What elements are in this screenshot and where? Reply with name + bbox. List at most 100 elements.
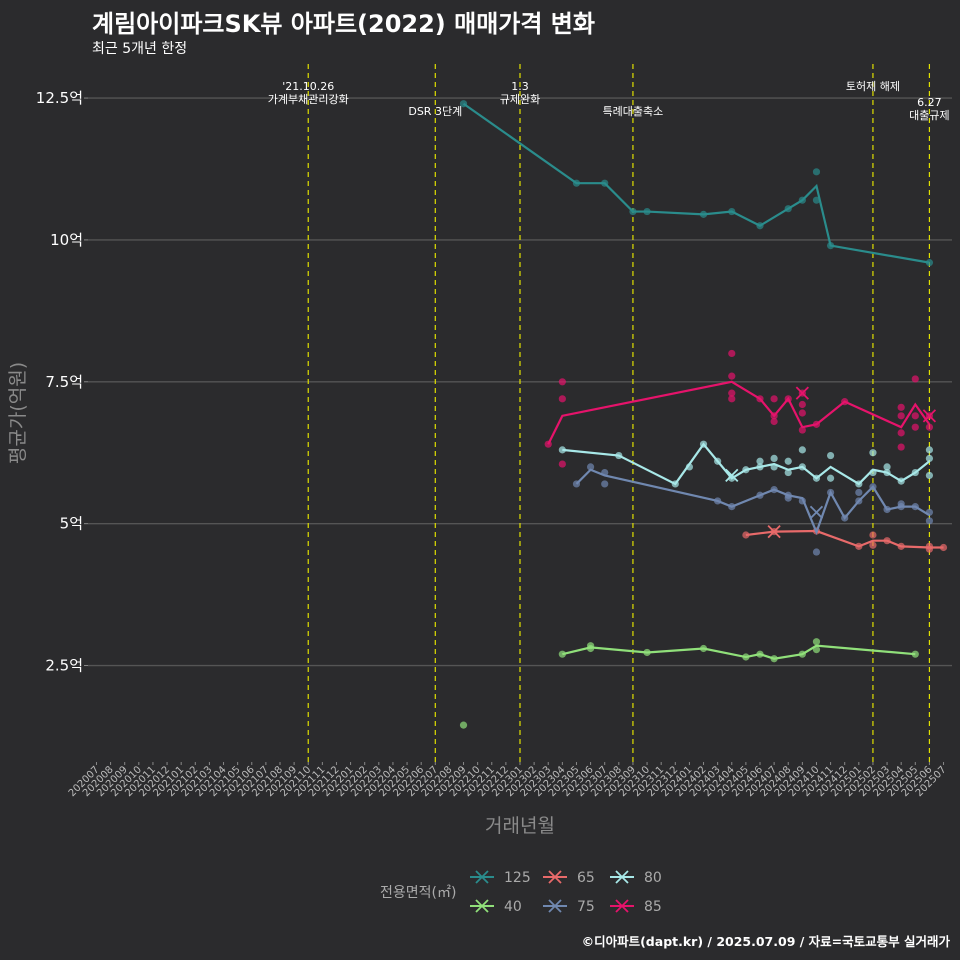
data-point-85 xyxy=(897,443,905,451)
data-point-80 xyxy=(699,440,708,448)
data-point-75 xyxy=(911,503,919,511)
legend-key-marker xyxy=(615,870,629,884)
data-point-85 xyxy=(798,409,806,417)
data-point-125 xyxy=(643,207,651,216)
data-point-40 xyxy=(770,655,778,663)
cancel-marker-85 xyxy=(922,409,937,423)
chart-subtitle: 최근 5개년 한정 xyxy=(92,41,188,57)
data-point-80 xyxy=(784,457,792,465)
data-point-80 xyxy=(558,446,566,454)
legend-label: 65 xyxy=(577,870,595,886)
data-point-80 xyxy=(798,463,806,471)
data-point-85 xyxy=(728,395,736,403)
series-line-40 xyxy=(562,644,916,660)
data-point-80 xyxy=(685,463,694,471)
data-point-40 xyxy=(911,650,919,658)
data-point-80 xyxy=(784,468,792,477)
data-point-80 xyxy=(883,463,891,471)
data-point-125 xyxy=(756,222,764,230)
legend-key-marker xyxy=(615,899,629,913)
series-line-125 xyxy=(462,102,930,264)
data-point-65 xyxy=(897,542,905,550)
data-point-40 xyxy=(558,650,566,658)
data-point-80 xyxy=(756,463,764,471)
data-point-75 xyxy=(883,505,891,514)
data-point-80 xyxy=(925,471,934,480)
data-point-40 xyxy=(756,650,764,658)
data-point-40 xyxy=(699,644,708,653)
legend-key-marker xyxy=(475,899,489,913)
data-point-80 xyxy=(714,457,722,465)
data-point-75 xyxy=(756,491,764,499)
legend-key-marker xyxy=(475,870,489,884)
data-point-80 xyxy=(911,468,919,477)
data-point-40 xyxy=(742,653,750,661)
data-point-125 xyxy=(798,196,806,204)
data-point-75 xyxy=(728,503,736,511)
data-point-125 xyxy=(459,100,468,108)
data-point-80 xyxy=(855,480,863,488)
y-axis-title: 평균가(억원) xyxy=(7,362,29,464)
data-point-80 xyxy=(756,457,764,465)
event-annotation: 대출규제 xyxy=(909,109,949,122)
data-point-80 xyxy=(869,468,877,477)
cancel-marker-65 xyxy=(767,524,781,539)
data-point-80 xyxy=(897,477,905,485)
data-point-125 xyxy=(601,179,609,187)
data-point-75 xyxy=(855,497,863,505)
data-point-85 xyxy=(798,426,806,434)
data-point-80 xyxy=(812,474,821,482)
data-point-75 xyxy=(770,486,778,494)
event-annotation: '21.10.26 xyxy=(282,80,334,93)
cancel-marker-85 xyxy=(795,386,809,400)
series-line-85 xyxy=(547,380,931,445)
data-point-75 xyxy=(798,497,806,505)
data-point-80 xyxy=(615,451,623,460)
data-point-65 xyxy=(925,545,934,553)
data-point-125 xyxy=(572,179,581,187)
legend-label: 75 xyxy=(577,899,595,915)
data-point-85 xyxy=(728,349,736,358)
data-point-85 xyxy=(897,412,905,420)
series-line-65 xyxy=(745,529,944,549)
data-point-65 xyxy=(855,542,863,550)
data-point-85 xyxy=(911,423,919,431)
data-point-75 xyxy=(586,463,595,471)
y-tick-label: 12.5억 xyxy=(36,89,83,107)
data-point-85 xyxy=(558,395,566,403)
data-point-85 xyxy=(897,403,905,411)
data-point-125 xyxy=(629,207,637,216)
y-tick-label: 2.5억 xyxy=(45,657,83,675)
legend-title: 전용면적(㎡) xyxy=(380,885,456,901)
source-caption: ©디아파트(dapt.kr) / 2025.07.09 / 자료=국토교통부 실… xyxy=(581,934,950,949)
data-point-80 xyxy=(798,446,806,454)
event-annotation: DSR 3단계 xyxy=(408,105,462,118)
data-point-85 xyxy=(770,417,778,426)
data-point-85 xyxy=(925,423,934,431)
x-axis-title: 거래년월 xyxy=(485,815,555,837)
y-tick-label: 10억 xyxy=(50,231,83,249)
legend-label: 80 xyxy=(644,870,662,886)
data-point-125 xyxy=(699,210,708,218)
data-point-85 xyxy=(911,412,919,420)
data-point-80 xyxy=(770,463,778,471)
data-point-80 xyxy=(869,449,877,457)
cancel-marker-80 xyxy=(725,468,739,483)
data-point-40 xyxy=(643,648,651,657)
event-annotation: 6.27 xyxy=(917,96,942,109)
data-point-85 xyxy=(770,412,778,420)
data-point-85 xyxy=(812,420,821,428)
data-point-75 xyxy=(855,488,863,497)
data-point-75 xyxy=(841,514,849,522)
data-point-75 xyxy=(572,480,581,488)
data-point-125 xyxy=(925,259,934,267)
data-point-80 xyxy=(742,466,750,474)
data-point-85 xyxy=(911,375,919,383)
data-point-75 xyxy=(714,497,722,505)
data-point-75 xyxy=(897,500,905,508)
data-point-80 xyxy=(770,454,778,462)
event-annotation: 특례대출축소 xyxy=(603,105,664,118)
data-point-125 xyxy=(826,241,835,250)
data-point-85 xyxy=(897,429,905,437)
data-point-75 xyxy=(925,508,934,516)
